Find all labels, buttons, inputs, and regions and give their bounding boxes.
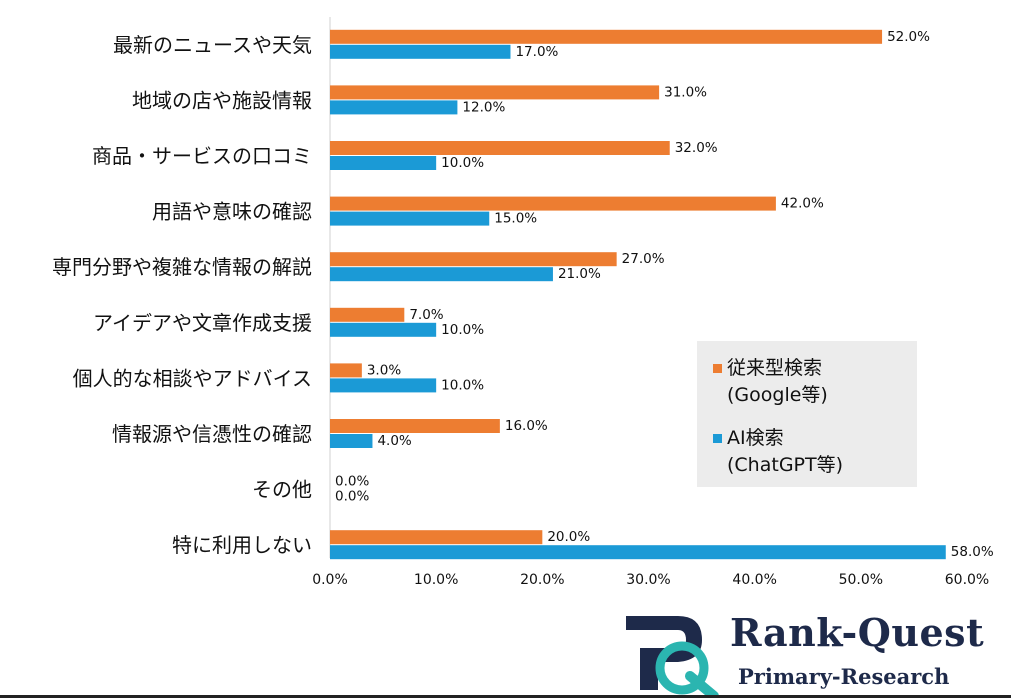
bar-traditional <box>330 196 776 211</box>
data-label: 3.0% <box>367 362 401 378</box>
data-label: 4.0% <box>377 433 411 449</box>
data-label: 27.0% <box>622 251 665 267</box>
data-label: 17.0% <box>515 44 558 60</box>
category-label: アイデアや文章作成支援 <box>93 311 312 335</box>
x-tick-label: 40.0% <box>732 572 776 588</box>
divider <box>0 695 1011 698</box>
bar-traditional <box>330 307 405 322</box>
data-label: 31.0% <box>664 84 707 100</box>
data-label: 10.0% <box>441 322 484 338</box>
data-label: 32.0% <box>675 140 718 156</box>
data-label: 52.0% <box>887 29 930 45</box>
bar-traditional <box>330 363 362 378</box>
legend-item-ai: AI検索 (ChatGPT等) <box>713 425 844 479</box>
category-label: 特に利用しない <box>172 533 312 557</box>
bar-traditional <box>330 85 660 100</box>
category-label: 地域の店や施設情報 <box>132 88 312 112</box>
legend-item-traditional: 従来型検索 (Google等) <box>713 355 828 409</box>
category-label: 情報源や信憑性の確認 <box>112 422 312 446</box>
brand-name: Rank-Quest <box>730 610 985 655</box>
data-label: 42.0% <box>781 196 824 212</box>
data-label: 15.0% <box>494 211 537 227</box>
bar-traditional <box>330 29 883 44</box>
bar-traditional <box>330 141 670 155</box>
data-label: 12.0% <box>462 99 505 115</box>
brand-logo: Rank-Quest Primary-Research <box>620 608 1000 698</box>
bar-traditional <box>330 419 500 433</box>
data-label: 20.0% <box>547 529 590 545</box>
bar-ai <box>330 434 373 448</box>
x-tick-label: 0.0% <box>312 572 348 588</box>
data-label: 0.0% <box>335 474 369 490</box>
category-label: 個人的な相談やアドバイス <box>73 366 312 390</box>
data-label: 10.0% <box>441 377 484 393</box>
x-tick-label: 50.0% <box>839 572 883 588</box>
bar-ai <box>330 156 437 170</box>
data-label: 16.0% <box>505 418 548 434</box>
bar-ai <box>330 44 511 59</box>
legend-label: AI検索 <box>727 427 784 449</box>
bar-ai <box>330 378 437 393</box>
bar-ai <box>330 545 946 560</box>
data-label: 21.0% <box>558 266 601 282</box>
bar-ai <box>330 211 490 226</box>
bar-traditional <box>330 252 617 267</box>
brand-tagline: Primary-Research <box>738 664 950 689</box>
x-tick-label: 20.0% <box>520 572 564 588</box>
data-label: 0.0% <box>335 489 369 505</box>
category-label: 専門分野や複雑な情報の解説 <box>52 255 312 279</box>
data-label: 58.0% <box>951 544 994 560</box>
data-label: 7.0% <box>409 307 443 323</box>
x-tick-label: 30.0% <box>626 572 670 588</box>
category-label: 商品・サービスの口コミ <box>92 144 312 168</box>
category-label: 最新のニュースや天気 <box>113 33 312 57</box>
bar-ai <box>330 100 458 115</box>
legend: 従来型検索 (Google等) AI検索 (ChatGPT等) <box>697 341 917 487</box>
bar-ai <box>330 322 437 337</box>
data-label: 10.0% <box>441 155 484 171</box>
bar-ai <box>330 267 553 282</box>
legend-label: (Google等) <box>727 384 828 406</box>
legend-swatch-orange <box>713 364 722 373</box>
category-label: その他 <box>252 478 312 502</box>
legend-swatch-blue <box>713 434 722 443</box>
x-tick-label: 60.0% <box>945 572 989 588</box>
rq-logo-icon <box>626 616 719 698</box>
legend-label: 従来型検索 <box>727 357 823 379</box>
bar-traditional <box>330 530 543 545</box>
category-label: 用語や意味の確認 <box>152 200 312 224</box>
x-tick-label: 10.0% <box>414 572 458 588</box>
legend-label: (ChatGPT等) <box>727 454 844 476</box>
